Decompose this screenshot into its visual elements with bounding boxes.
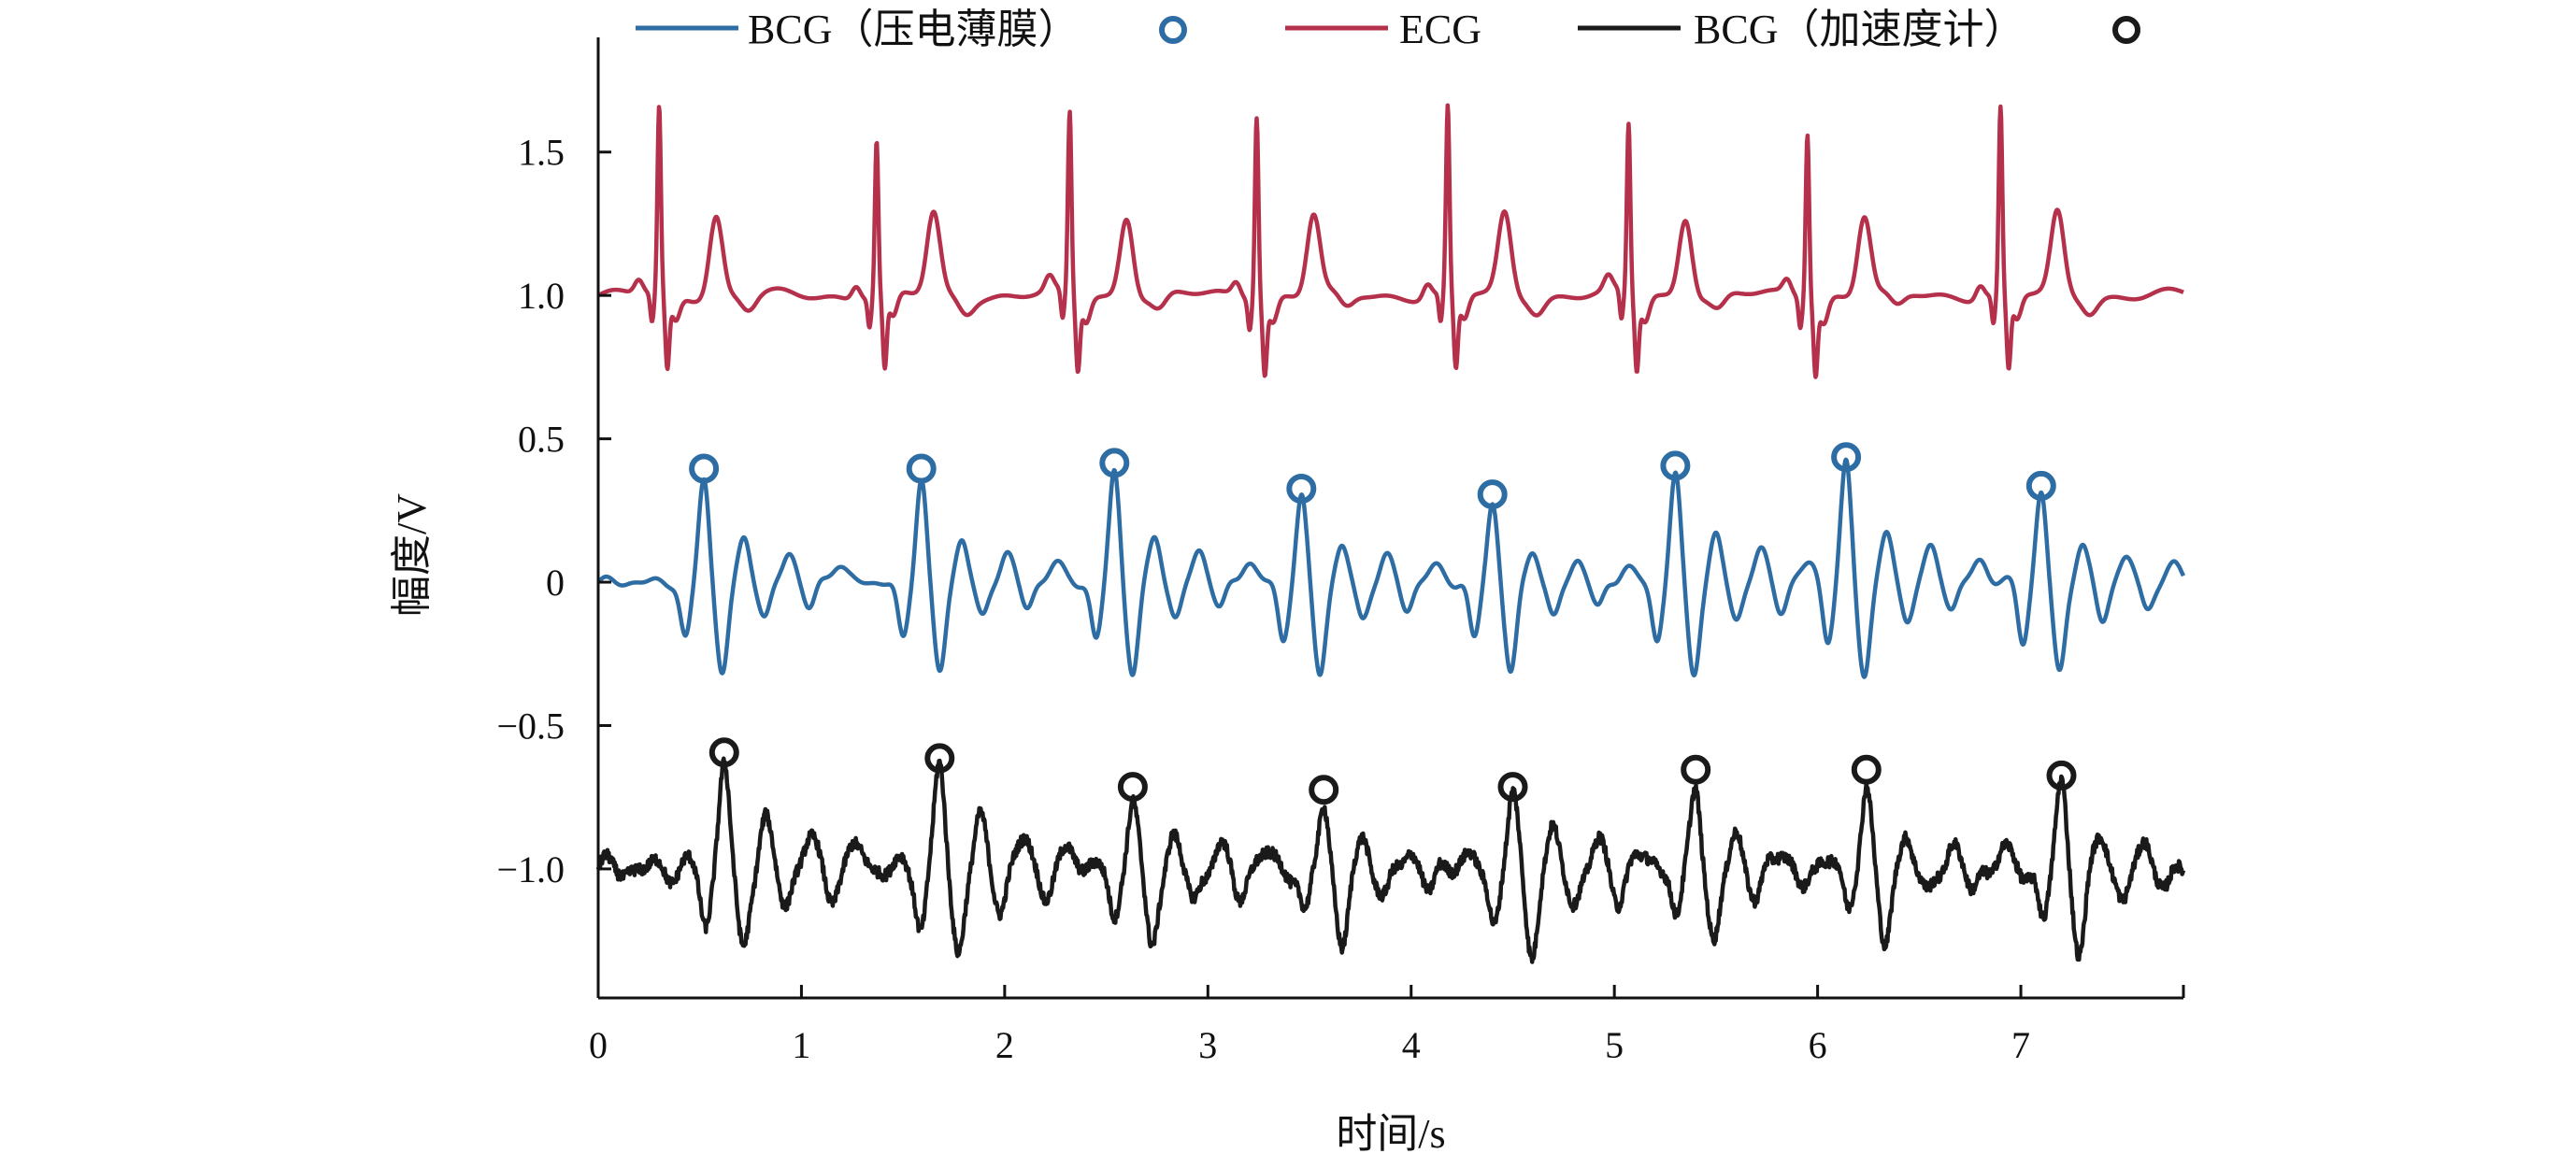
legend-label-ecg: ECG (1399, 7, 1481, 52)
x-tick-label: 5 (1605, 1024, 1624, 1066)
y-tick-label: 1.0 (518, 275, 565, 317)
series-layer (595, 103, 2186, 964)
y-axis-title: 幅度/V (389, 493, 435, 617)
peak-marker-layer (689, 442, 2077, 805)
peak-marker-bcg_accel-7 (1851, 754, 1882, 785)
peak-marker-bcg_accel-1 (708, 737, 739, 768)
x-tick-label: 4 (1402, 1024, 1421, 1066)
y-tick-label: 0 (546, 562, 565, 604)
y-tick-label: −1.0 (496, 848, 565, 890)
series-line-ecg (596, 103, 2185, 379)
y-tick-label: 1.5 (518, 132, 565, 174)
series-line-bcg_piezo (596, 457, 2186, 679)
legend-marker-bcg_accel (2112, 16, 2140, 44)
peak-marker-bcg_piezo-6 (1660, 450, 1691, 481)
peak-marker-bcg_accel-3 (1117, 772, 1148, 803)
legend: BCG（压电薄膜） ECG BCG（加速度计） (636, 7, 2140, 52)
peak-marker-bcg_piezo-7 (1831, 442, 1862, 473)
x-tick-label: 3 (1198, 1024, 1217, 1066)
peak-marker-bcg_piezo-2 (906, 453, 937, 484)
plot-area (595, 103, 2186, 964)
peak-marker-bcg_accel-5 (1497, 772, 1528, 803)
x-tick-label: 0 (589, 1024, 608, 1066)
x-tick-label: 1 (792, 1024, 810, 1066)
peak-marker-bcg_piezo-1 (689, 453, 720, 484)
y-tick-label: 0.5 (518, 419, 565, 461)
series-line-bcg_accel (595, 756, 2186, 964)
y-tick-label: −0.5 (496, 705, 565, 747)
x-tick-label: 6 (1809, 1024, 1827, 1066)
legend-label-bcg_accel: BCG（加速度计） (1694, 7, 2025, 52)
x-axis-title: 时间/s (1336, 1111, 1445, 1157)
peak-marker-bcg_accel-4 (1309, 775, 1339, 805)
x-tick-label: 2 (995, 1024, 1014, 1066)
legend-marker-bcg_piezo (1159, 16, 1187, 44)
axes: 0 1 2 3 4 5 6 7 −1.0 −0.5 0 0.5 1.0 1.5 (496, 37, 2185, 1066)
peak-marker-bcg_accel-8 (2046, 760, 2077, 791)
peak-marker-bcg_piezo-5 (1477, 479, 1508, 510)
x-tick-label: 7 (2011, 1024, 2030, 1066)
peak-marker-bcg_accel-2 (924, 743, 955, 774)
peak-marker-bcg_piezo-8 (2025, 470, 2056, 501)
legend-label-bcg_piezo: BCG（压电薄膜） (748, 7, 1079, 52)
peak-marker-bcg_piezo-3 (1099, 448, 1130, 478)
peak-marker-bcg_accel-6 (1681, 754, 1711, 785)
peak-marker-bcg_piezo-4 (1286, 474, 1317, 504)
